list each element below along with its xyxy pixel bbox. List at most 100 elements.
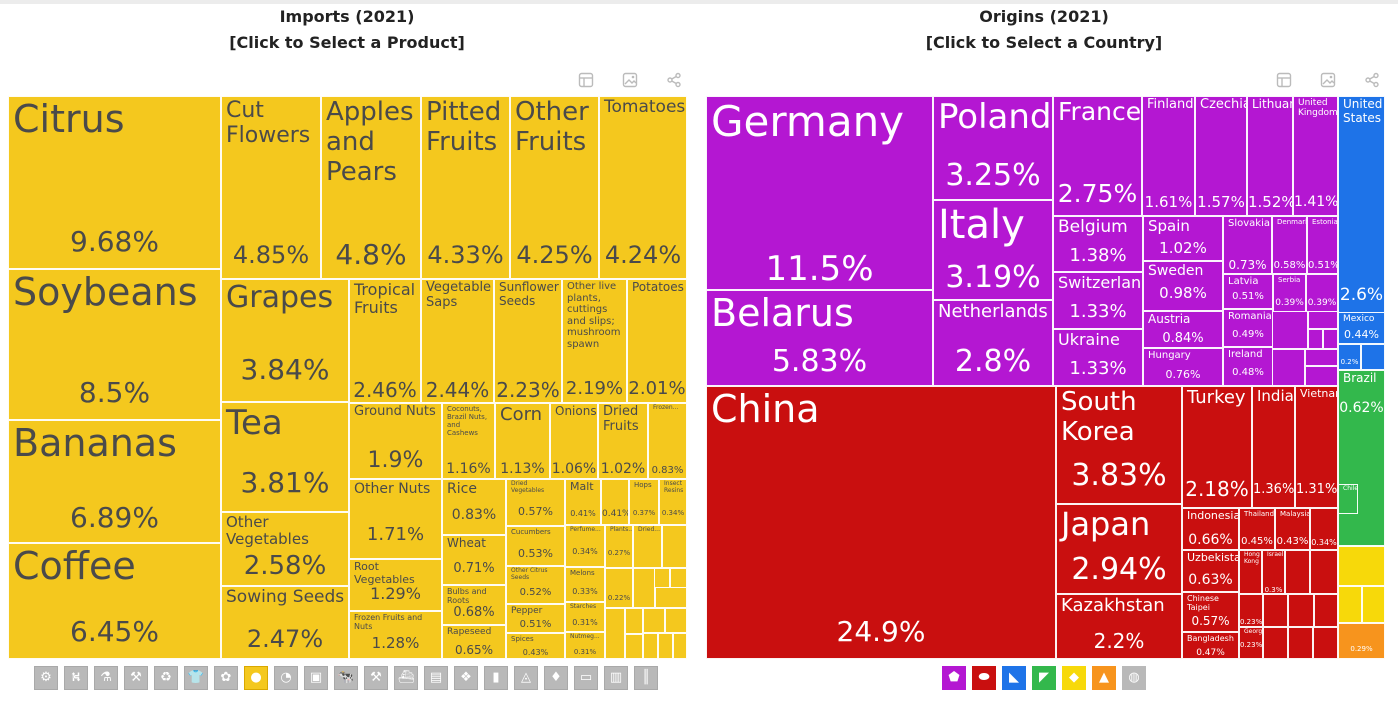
treemap-cell[interactable]: Ukraine 1.33% xyxy=(1053,329,1143,386)
treemap-cell[interactable]: Ireland 0.48% xyxy=(1223,347,1273,386)
treemap-cell[interactable]: Chile xyxy=(1338,484,1358,514)
treemap-cell[interactable]: Finland 1.61% xyxy=(1142,96,1195,216)
box-icon[interactable]: ▣ xyxy=(304,666,328,690)
treemap-cell-small[interactable] xyxy=(1362,586,1385,623)
treemap-cell[interactable]: Other Vegetables 2.58% xyxy=(221,512,349,586)
treemap-cell[interactable]: Belgium 1.38% xyxy=(1053,216,1143,272)
treemap-cell[interactable]: Dried... xyxy=(633,525,662,568)
treemap-cell-small[interactable] xyxy=(1263,594,1288,627)
treemap-cell[interactable]: Chinese Taipei 0.57% xyxy=(1182,592,1239,632)
treemap-cell[interactable]: Slovakia 0.73% xyxy=(1223,216,1272,274)
treemap-cell[interactable]: Pitted Fruits 4.33% xyxy=(421,96,510,279)
treemap-cell-small[interactable] xyxy=(1288,627,1313,659)
treemap-cell[interactable]: South Korea 3.83% xyxy=(1056,386,1182,504)
treemap-cell[interactable]: Potatoes 2.01% xyxy=(627,279,687,403)
treemap-cell-small[interactable] xyxy=(1338,586,1362,623)
bottle-icon[interactable]: ▮ xyxy=(484,666,508,690)
treemap-cell[interactable]: Georgia 0.23% xyxy=(1239,627,1263,659)
gem-icon[interactable]: ♦ xyxy=(544,666,568,690)
treemap-cell[interactable]: Bangladesh 0.47% xyxy=(1182,632,1239,659)
shell-icon[interactable]: ❖ xyxy=(454,666,478,690)
treemap-cell[interactable]: Uzbekistan 0.63% xyxy=(1182,550,1239,592)
treemap-cell[interactable]: Other live plants, cuttings and slips; m… xyxy=(562,279,627,403)
gear-icon[interactable]: ⚙ xyxy=(34,666,58,690)
easel-icon[interactable]: ▥ xyxy=(604,666,628,690)
treemap-cell[interactable]: Grapes 3.84% xyxy=(221,279,349,402)
treemap-cell[interactable]: Romania 0.49% xyxy=(1223,309,1273,347)
origins-title-block[interactable]: Origins (2021) [Click to Select a Countr… xyxy=(844,4,1244,56)
candle-icon[interactable]: ║ xyxy=(634,666,658,690)
treemap-cell[interactable]: Italy 3.19% xyxy=(933,200,1053,300)
wheat-icon[interactable]: ✿ xyxy=(214,666,238,690)
origins-subtitle[interactable]: [Click to Select a Country] xyxy=(925,33,1163,52)
ship-icon[interactable]: ⛴ xyxy=(394,666,418,690)
treemap-cell[interactable]: 0.22% xyxy=(605,568,633,608)
road-icon[interactable]: ⛕ xyxy=(64,666,88,690)
treemap-cell-small[interactable] xyxy=(654,568,670,588)
table-icon[interactable] xyxy=(578,72,594,88)
antarctica-icon[interactable]: ◍ xyxy=(1122,666,1146,690)
treemap-cell[interactable]: Sunflower Seeds 2.23% xyxy=(494,279,562,403)
treemap-cell[interactable]: Dried Vegetables 0.57% xyxy=(506,479,565,526)
treemap-cell-small[interactable] xyxy=(605,608,625,659)
treemap-cell[interactable]: Insect Resins 0.34% xyxy=(659,479,687,525)
treemap-cell[interactable]: Sowing Seeds 2.47% xyxy=(221,586,349,659)
table-icon[interactable] xyxy=(1276,72,1292,88)
treemap-cell[interactable]: Bulbs and Roots 0.68% xyxy=(442,585,506,625)
treemap-cell[interactable]: Rice 0.83% xyxy=(442,479,506,535)
treemap-cell[interactable]: India 1.36% xyxy=(1252,386,1295,508)
south-america-icon[interactable]: ◤ xyxy=(1032,666,1056,690)
treemap-cell[interactable]: Perfume... 0.34% xyxy=(565,525,605,567)
treemap-cell[interactable]: Czechia 1.57% xyxy=(1195,96,1247,216)
treemap-cell[interactable]: Tropical Fruits 2.46% xyxy=(349,279,421,403)
treemap-cell[interactable]: Turkey 2.18% xyxy=(1182,386,1252,508)
treemap-cell[interactable]: Dried Fruits 1.02% xyxy=(598,403,648,479)
treemap-cell[interactable]: Other Fruits 4.25% xyxy=(510,96,599,279)
asia-icon[interactable]: ⬬ xyxy=(972,666,996,690)
share-icon[interactable] xyxy=(1364,72,1380,88)
gauge-icon[interactable]: ◔ xyxy=(274,666,298,690)
europe-icon[interactable]: ⬟ xyxy=(942,666,966,690)
treemap-cell-small[interactable] xyxy=(665,608,687,633)
treemap-cell-small[interactable] xyxy=(1305,366,1338,386)
image-icon[interactable] xyxy=(622,72,638,88)
treemap-cell[interactable]: Indonesia 0.66% xyxy=(1182,508,1239,550)
treemap-cell-small[interactable] xyxy=(658,633,673,659)
treemap-cell[interactable]: Hong Kong xyxy=(1239,550,1262,594)
treemap-cell[interactable]: Plants... 0.27% xyxy=(605,525,633,568)
treemap-cell[interactable]: Denmark 0.58% xyxy=(1272,216,1307,274)
recycle-icon[interactable]: ♻ xyxy=(154,666,178,690)
treemap-cell-small[interactable] xyxy=(1288,594,1314,627)
treemap-cell[interactable]: Germany 11.5% xyxy=(706,96,933,290)
treemap-cell-small[interactable] xyxy=(1285,550,1310,594)
treemap-cell[interactable]: Hungary 0.76% xyxy=(1143,348,1223,386)
treemap-cell[interactable]: Israel 0.3% xyxy=(1262,550,1285,594)
treemap-cell[interactable]: Hops 0.37% xyxy=(629,479,659,525)
treemap-cell-small[interactable] xyxy=(662,525,687,568)
treemap-cell[interactable]: Soybeans 8.5% xyxy=(8,269,221,420)
treemap-cell[interactable]: United States 2.6% xyxy=(1338,96,1385,344)
treemap-cell[interactable]: Kazakhstan 2.2% xyxy=(1056,594,1182,659)
treemap-cell-small[interactable] xyxy=(1314,594,1338,627)
treemap-cell[interactable]: Poland 3.25% xyxy=(933,96,1053,200)
treemap-cell[interactable]: 0.41% xyxy=(601,479,629,525)
treemap-cell[interactable]: Austria 0.84% xyxy=(1143,311,1223,348)
treemap-cell-small[interactable] xyxy=(670,568,687,588)
treemap-cell-small[interactable] xyxy=(643,608,665,633)
image-icon[interactable] xyxy=(1320,72,1336,88)
treemap-cell[interactable]: Vegetable Saps 2.44% xyxy=(421,279,494,403)
imports-subtitle[interactable]: [Click to Select a Product] xyxy=(229,33,465,52)
treemap-cell[interactable]: Spain 1.02% xyxy=(1143,216,1223,261)
treemap-cell[interactable]: Switzerland 1.33% xyxy=(1053,272,1143,329)
treemap-cell[interactable]: Mexico 0.44% xyxy=(1338,312,1385,344)
treemap-cell-small[interactable] xyxy=(625,608,643,634)
treemap-cell[interactable]: Onions 1.06% xyxy=(550,403,598,479)
hide-icon[interactable]: ◬ xyxy=(514,666,538,690)
treemap-cell[interactable]: Japan 2.94% xyxy=(1056,504,1182,594)
treemap-cell-small[interactable] xyxy=(1308,329,1323,349)
treemap-cell[interactable]: Ground Nuts 1.9% xyxy=(349,403,442,479)
treemap-cell[interactable]: Nutmeg... 0.31% xyxy=(565,632,605,659)
africa-icon[interactable]: ◆ xyxy=(1062,666,1086,690)
hammer-icon[interactable]: ⚒ xyxy=(364,666,388,690)
treemap-cell[interactable]: China 24.9% xyxy=(706,386,1056,659)
